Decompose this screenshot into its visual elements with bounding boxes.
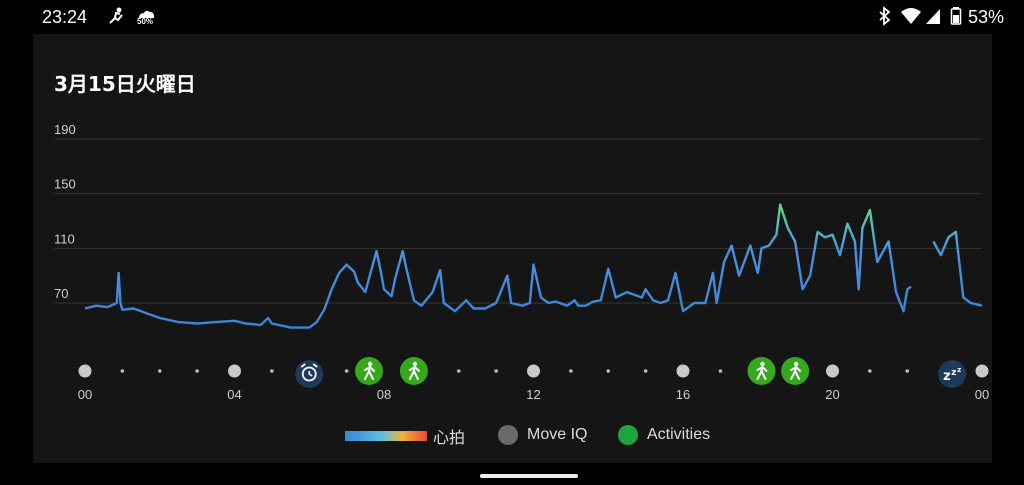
y-tick-label: 190 — [54, 122, 76, 137]
x-tick-label: 20 — [825, 387, 839, 402]
y-tick-label: 70 — [54, 286, 68, 301]
legend-heart-rate-swatch — [345, 431, 427, 441]
hour-tick-dot — [195, 369, 199, 373]
hour-tick-dot — [905, 369, 910, 373]
status-bar: 23:24 50% 53% — [0, 0, 1024, 34]
y-tick-label: 150 — [54, 177, 76, 192]
activities-swatch — [618, 425, 638, 445]
x-axis-labels: 00 04 08 12 16 20 00 — [78, 387, 989, 402]
move-iq-marker[interactable] — [676, 364, 690, 378]
walker-head — [412, 361, 418, 367]
walking-icon[interactable] — [399, 357, 428, 385]
move-iq-marker[interactable] — [826, 364, 839, 378]
legend-move-iq[interactable]: Move IQ — [497, 424, 587, 446]
legend-heart-rate-label: 心拍 — [433, 430, 466, 447]
hour-tick-dot — [270, 369, 274, 373]
hour-tick-dot — [120, 369, 125, 373]
wifi-icon — [900, 6, 922, 30]
heart-rate-series — [84, 203, 983, 329]
hour-tick-dot — [718, 369, 723, 373]
legend-heart-rate[interactable]: 心拍 — [345, 424, 465, 448]
z-small: z — [957, 366, 961, 374]
clock-bells — [300, 363, 318, 368]
hour-tick-dot — [456, 369, 461, 373]
timeline-dots — [120, 369, 910, 373]
hour-tick-dot — [157, 369, 162, 373]
hour-tick-dot — [344, 369, 349, 373]
sleep-marker-bg — [938, 360, 967, 388]
exercise-icon — [106, 6, 126, 30]
z-large: z — [943, 369, 951, 384]
x-tick-label: 08 — [377, 387, 391, 402]
hour-tick-dot — [868, 369, 872, 373]
x-tick-label: 00 — [78, 387, 92, 402]
walker-body — [408, 365, 420, 380]
x-tick-label: 00 — [975, 387, 989, 402]
move-iq-marker[interactable] — [228, 364, 241, 378]
home-gesture-bar[interactable] — [480, 474, 578, 478]
bluetooth-icon — [878, 6, 892, 30]
x-tick-label: 04 — [227, 387, 241, 402]
signal-icon — [924, 6, 942, 30]
y-axis-labels: 70 110 150 190 — [54, 122, 76, 301]
date-title: 3月15日火曜日 — [54, 72, 196, 96]
move-iq-marker[interactable] — [975, 364, 989, 378]
battery-icon — [950, 6, 962, 30]
status-time: 23:24 — [42, 7, 88, 27]
clock-hands — [308, 371, 313, 377]
x-tick-label: 16 — [676, 387, 690, 402]
walker-head — [793, 361, 799, 367]
heart-rate-line-segment — [84, 203, 912, 329]
walker-head — [367, 361, 373, 367]
z-medium: z — [951, 368, 956, 378]
move-iq-swatch — [498, 425, 518, 445]
legend-activities[interactable]: Activities — [617, 424, 710, 446]
y-tick-label: 110 — [54, 231, 75, 246]
walking-icon[interactable] — [355, 357, 384, 385]
walker-head — [760, 361, 765, 367]
hour-tick-dot — [643, 369, 648, 373]
legend-move-iq-label: Move IQ — [527, 426, 588, 443]
weather-text: 50% — [137, 17, 154, 26]
weather-icon — [136, 5, 156, 24]
hour-tick-dot — [569, 369, 573, 373]
legend: 心拍 Move IQ Activities — [0, 424, 1024, 450]
heart-rate-line-segment — [932, 230, 983, 307]
battery-percent: 53% — [968, 7, 1005, 27]
walking-icon[interactable] — [781, 357, 810, 385]
walking-icon[interactable] — [747, 357, 776, 385]
hour-tick-dot — [494, 369, 498, 373]
clock-face — [301, 366, 317, 382]
walker-body — [364, 365, 376, 380]
x-tick-label: 12 — [526, 387, 540, 402]
grid — [54, 138, 982, 304]
move-iq-marker[interactable] — [527, 364, 540, 378]
alarm-clock-icon[interactable] — [295, 360, 324, 388]
hour-tick-dot — [606, 369, 611, 373]
walker-body — [790, 365, 802, 380]
move-iq-marker[interactable] — [78, 364, 92, 378]
walker-body — [756, 365, 768, 380]
legend-activities-label: Activities — [647, 426, 711, 443]
